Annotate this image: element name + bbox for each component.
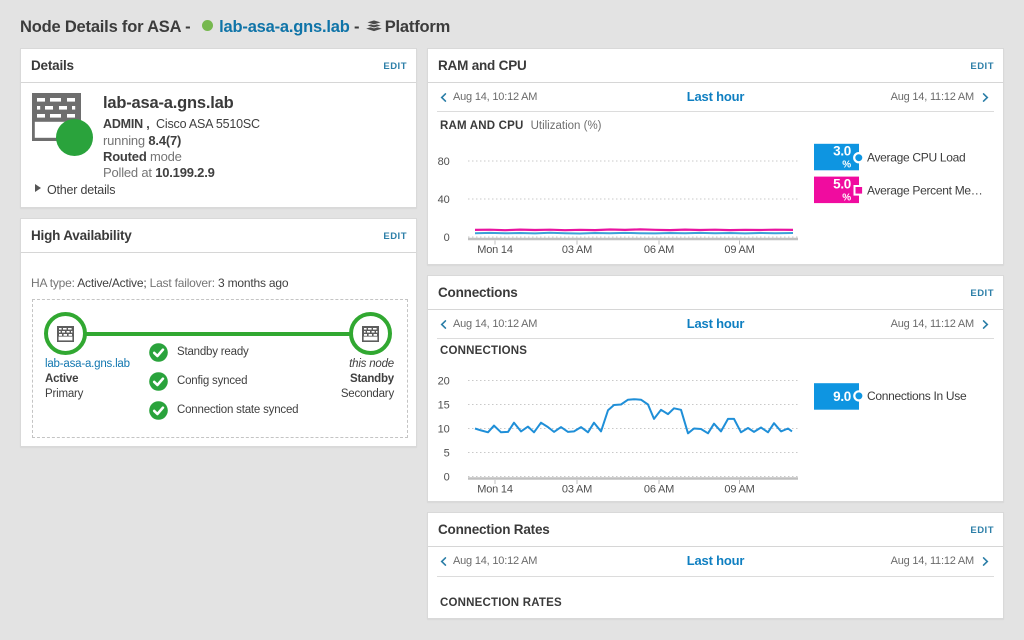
svg-text:Average CPU Load: Average CPU Load bbox=[867, 151, 965, 165]
svg-text:80: 80 bbox=[438, 156, 450, 168]
svg-text:Mon 14: Mon 14 bbox=[477, 244, 513, 256]
svg-text:5: 5 bbox=[444, 448, 450, 460]
svg-text:03 AM: 03 AM bbox=[562, 484, 592, 496]
svg-text:0: 0 bbox=[444, 232, 450, 244]
svg-text:06 AM: 06 AM bbox=[644, 244, 674, 256]
svg-text:5.0: 5.0 bbox=[833, 176, 851, 191]
svg-text:10: 10 bbox=[438, 424, 450, 436]
svg-text:15: 15 bbox=[438, 400, 450, 412]
svg-text:Average Percent Me…: Average Percent Me… bbox=[867, 183, 982, 197]
svg-text:20: 20 bbox=[438, 376, 450, 388]
svg-text:40: 40 bbox=[438, 194, 450, 206]
svg-text:%: % bbox=[842, 160, 851, 171]
svg-text:09 AM: 09 AM bbox=[724, 484, 754, 496]
svg-text:%: % bbox=[842, 192, 851, 203]
svg-text:03 AM: 03 AM bbox=[562, 244, 592, 256]
svg-text:9.0: 9.0 bbox=[833, 389, 851, 404]
svg-text:Mon 14: Mon 14 bbox=[477, 484, 513, 496]
svg-text:0: 0 bbox=[444, 472, 450, 484]
svg-text:09 AM: 09 AM bbox=[724, 244, 754, 256]
svg-text:Connections In Use: Connections In Use bbox=[867, 389, 967, 403]
svg-text:3.0: 3.0 bbox=[833, 144, 851, 159]
svg-text:06 AM: 06 AM bbox=[644, 484, 674, 496]
